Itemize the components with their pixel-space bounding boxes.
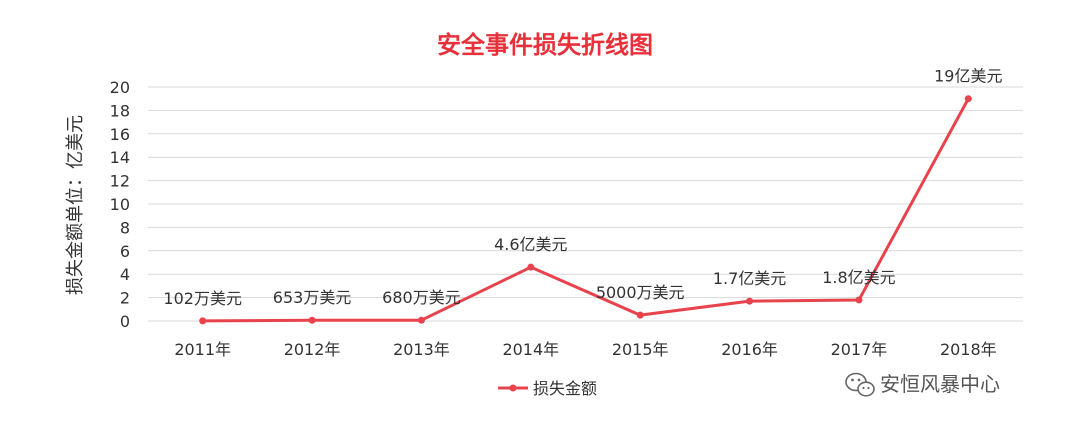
y-tick-label: 12	[110, 172, 130, 191]
data-point	[527, 263, 535, 271]
data-label: 4.6亿美元	[494, 235, 567, 254]
x-tick-label: 2015年	[612, 340, 669, 359]
data-point	[417, 316, 425, 324]
watermark: 安恒风暴中心	[845, 372, 1000, 397]
legend-label: 损失金额	[533, 379, 597, 398]
y-tick-labels: 0 2 4 6 8 10 12 14 16 18 20	[110, 78, 130, 331]
data-label: 1.7亿美元	[713, 269, 786, 288]
data-label: 1.8亿美元	[822, 268, 895, 287]
x-tick-label: 2013年	[393, 340, 450, 359]
legend-marker	[509, 384, 517, 392]
wechat-icon	[845, 372, 875, 397]
data-label: 5000万美元	[596, 283, 685, 302]
y-axis-label: 损失金额单位：亿美元	[65, 115, 86, 295]
data-point	[855, 296, 863, 304]
data-point	[964, 95, 972, 103]
x-tick-label: 2012年	[284, 340, 341, 359]
y-tick-label: 18	[110, 101, 130, 120]
legend: 损失金额	[498, 379, 597, 398]
y-tick-label: 16	[110, 125, 130, 144]
y-tick-label: 10	[110, 195, 130, 214]
data-labels: 102万美元 653万美元 680万美元 4.6亿美元 5000万美元 1.7亿美元 1.8…	[163, 67, 1002, 308]
data-label: 19亿美元	[934, 67, 1002, 86]
series-line	[202, 97, 970, 323]
x-tick-label: 2011年	[174, 340, 231, 359]
watermark-text: 安恒风暴中心	[880, 372, 1000, 396]
y-tick-label: 20	[110, 78, 130, 97]
y-tick-label: 0	[120, 312, 130, 331]
y-tick-label: 2	[120, 289, 130, 308]
y-tick-label: 14	[110, 148, 130, 167]
x-tick-label: 2017年	[831, 340, 888, 359]
grid-lines	[148, 86, 1023, 322]
data-point	[746, 297, 754, 305]
x-tick-labels: 2011年 2012年 2013年 2014年 2015年 2016年 2017年 2018年	[174, 340, 996, 359]
y-tick-label: 6	[120, 242, 130, 261]
series-layer	[199, 95, 972, 325]
x-tick-label: 2014年	[502, 340, 559, 359]
y-tick-label: 8	[120, 218, 130, 237]
data-label: 102万美元	[163, 289, 242, 308]
data-point	[636, 311, 644, 319]
chart-title: 安全事件损失折线图	[437, 31, 653, 59]
data-point	[199, 317, 207, 325]
y-tick-label: 4	[120, 265, 130, 284]
data-point	[308, 316, 316, 324]
x-tick-label: 2018年	[940, 340, 997, 359]
data-label: 653万美元	[273, 288, 352, 307]
data-label: 680万美元	[382, 288, 461, 307]
x-tick-label: 2016年	[721, 340, 778, 359]
